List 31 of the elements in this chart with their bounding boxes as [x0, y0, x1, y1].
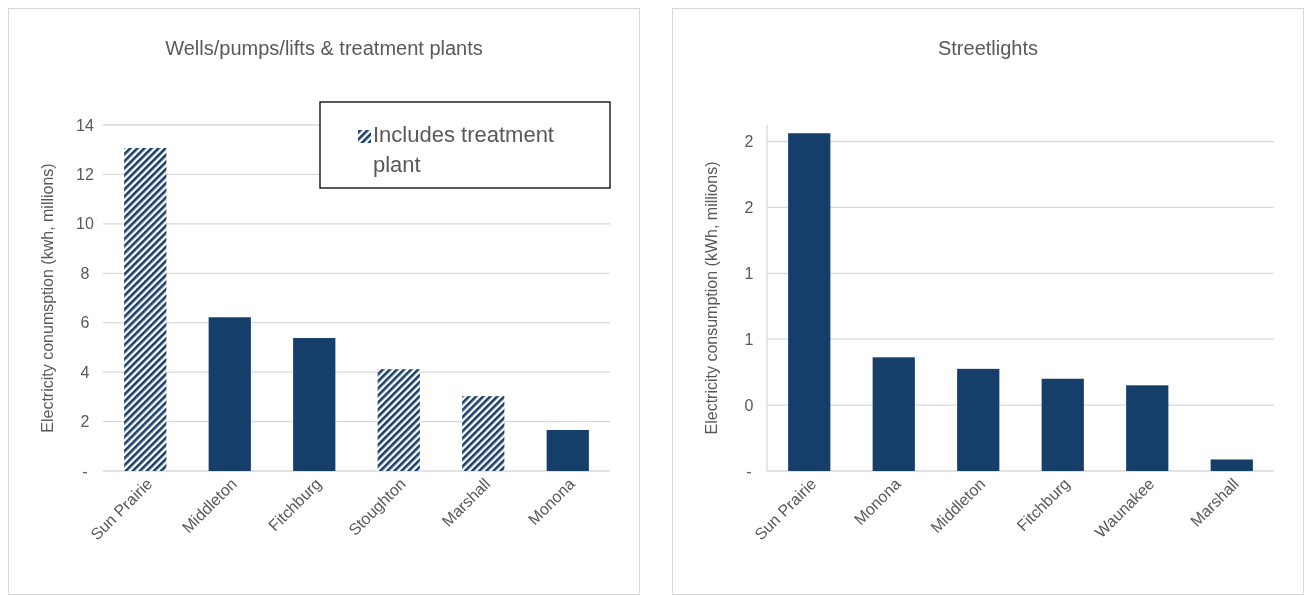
bar [208, 317, 251, 471]
y-axis-title: Electricity conumsption (kwh, millions) [39, 163, 56, 433]
y-tick-label: 1 [744, 264, 754, 282]
bar [788, 133, 831, 471]
y-tick-label: 6 [80, 314, 90, 332]
y-tick-label: 4 [80, 363, 90, 381]
bar [1126, 385, 1169, 471]
bar [1041, 378, 1084, 471]
y-tick-label: 14 [76, 116, 94, 134]
y-tick-label: 2 [80, 413, 90, 431]
bar [124, 147, 167, 471]
y-axis-title: Electricity consumption (kWh, millions) [703, 161, 720, 435]
y-tick-label: - [746, 462, 752, 480]
bar [462, 396, 505, 471]
y-tick-label: 2 [744, 133, 754, 151]
y-tick-label: 2 [744, 198, 754, 216]
bar [957, 368, 1000, 471]
bar [872, 357, 915, 471]
bar [377, 369, 420, 471]
bar [293, 338, 336, 471]
bar [1210, 459, 1253, 471]
chart-title: Streetlights [937, 37, 1039, 59]
legend-label: Includes treatment plant [373, 122, 554, 177]
y-tick-label: 0 [744, 396, 754, 414]
y-tick-label: 10 [76, 215, 94, 233]
y-tick-label: - [82, 462, 88, 480]
chart-title: Wells/pumps/lifts & treatment plants [165, 37, 483, 59]
bar [546, 429, 589, 471]
y-tick-label: 8 [80, 264, 90, 282]
y-tick-label: 1 [744, 330, 754, 348]
y-tick-label: 12 [76, 166, 94, 184]
